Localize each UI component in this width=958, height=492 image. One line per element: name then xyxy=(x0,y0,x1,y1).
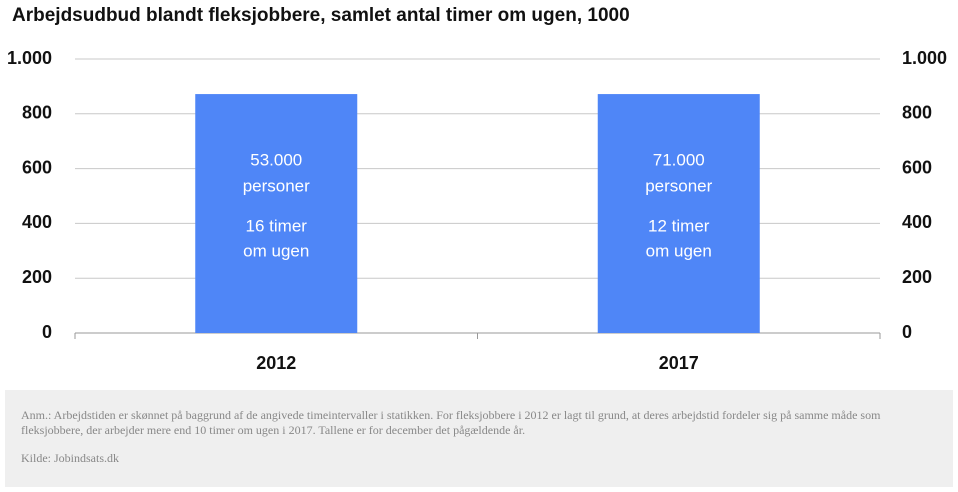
chart-title: Arbejdsudbud blandt fleksjobbere, samlet… xyxy=(12,5,630,26)
y-tick-label: 200 xyxy=(22,267,52,287)
bar xyxy=(195,94,358,334)
y-tick-label: 1.000 xyxy=(7,48,52,68)
y-tick-label: 400 xyxy=(22,212,52,232)
bar-annotation: personer xyxy=(645,176,712,195)
bar-annotation: 16 timer xyxy=(246,216,308,235)
y2-tick-label: 600 xyxy=(902,157,932,177)
bar-annotation: personer xyxy=(243,176,310,195)
y2-tick-label: 0 xyxy=(902,322,912,342)
bar-annotation: 71.000 xyxy=(653,150,705,169)
y-tick-label: 800 xyxy=(22,103,52,123)
y2-tick-label: 800 xyxy=(902,103,932,123)
y-tick-label: 600 xyxy=(22,157,52,177)
bar-annotation: 12 timer xyxy=(648,216,710,235)
chart: Arbejdsudbud blandt fleksjobbere, samlet… xyxy=(7,5,947,373)
y2-tick-label: 400 xyxy=(902,212,932,232)
bar xyxy=(597,94,760,334)
x-tick-label: 2012 xyxy=(256,353,296,373)
y2-tick-label: 1.000 xyxy=(902,48,947,68)
bar-annotation: om ugen xyxy=(646,241,712,260)
source: Kilde: Jobindsats.dk xyxy=(21,451,119,465)
footer: Anm.: Arbejdstiden er skønnet på baggrun… xyxy=(5,390,953,487)
bar-annotation: 53.000 xyxy=(250,150,302,169)
y-tick-label: 0 xyxy=(42,322,52,342)
note: Anm.: Arbejdstiden er skønnet på baggrun… xyxy=(21,408,881,437)
y2-tick-label: 200 xyxy=(902,267,932,287)
x-tick-label: 2017 xyxy=(659,353,699,373)
bar-annotation: om ugen xyxy=(243,241,309,260)
